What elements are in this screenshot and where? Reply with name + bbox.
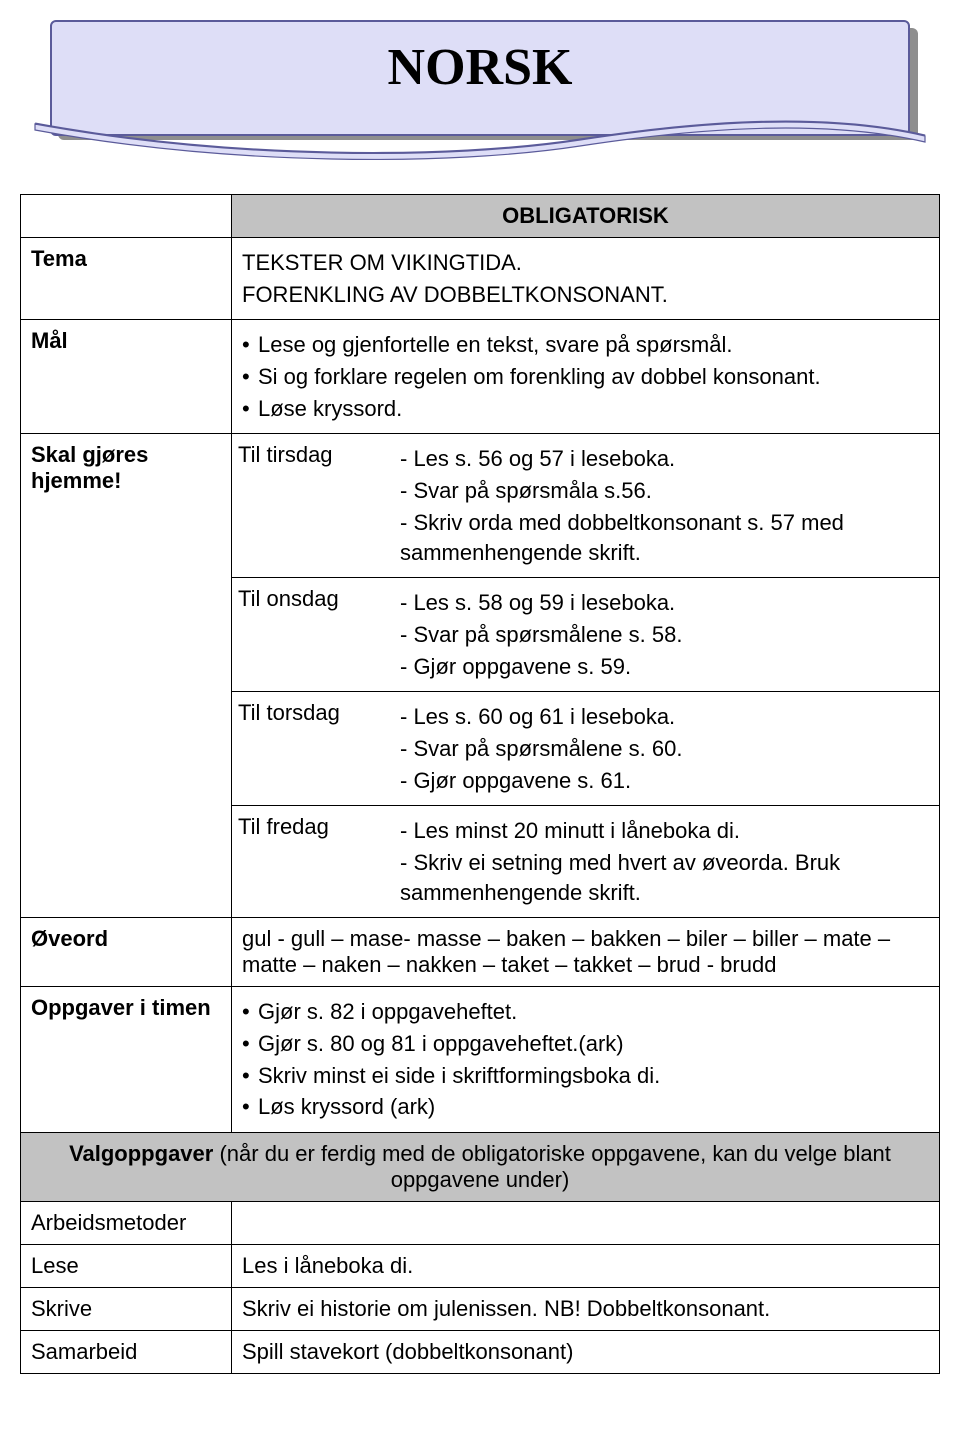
hjemme-tasks: - Les minst 20 minutt i låneboka di. - S… <box>394 806 939 918</box>
plan-table: OBLIGATORISK Tema TEKSTER OM VIKINGTIDA.… <box>20 194 940 1374</box>
valg-text: (når du er ferdig med de obligatoriske o… <box>219 1141 890 1192</box>
hjemme-day: Til fredag <box>232 806 394 918</box>
cell-tema: TEKSTER OM VIKINGTIDA. FORENKLING AV DOB… <box>232 238 940 320</box>
hjemme-row: Til tirsdag - Les s. 56 og 57 i leseboka… <box>232 434 939 577</box>
tema-line: FORENKLING AV DOBBELTKONSONANT. <box>242 280 929 310</box>
page-root: NORSK OBLIGATORISK Tema TEKSTER OM VIKIN… <box>0 0 960 1394</box>
hjemme-line: - Svar på spørsmålene s. 58. <box>400 620 933 650</box>
row-samarbeid: Samarbeid Spill stavekort (dobbeltkonson… <box>21 1331 940 1374</box>
hjemme-row: Til fredag - Les minst 20 minutt i låneb… <box>232 806 939 918</box>
cell-oblig-header: OBLIGATORISK <box>232 195 940 238</box>
valg-label: Valgoppgaver <box>69 1141 213 1166</box>
hjemme-line: - Skriv ei setning med hvert av øveorda.… <box>400 848 933 907</box>
row-hjemme: Skal gjøres hjemme! Til tirsdag - Les s.… <box>21 434 940 918</box>
label-oveord: Øveord <box>21 918 232 987</box>
row-arbeidsmetoder: Arbeidsmetoder <box>21 1202 940 1245</box>
label-skrive: Skrive <box>21 1288 232 1331</box>
hjemme-day: Til torsdag <box>232 692 394 806</box>
hjemme-tasks: - Les s. 58 og 59 i leseboka. - Svar på … <box>394 578 939 692</box>
cell-oveord: gul - gull – mase- masse – baken – bakke… <box>232 918 940 987</box>
cell-maal: Lese og gjenfortelle en tekst, svare på … <box>232 320 940 434</box>
page-banner: NORSK <box>20 20 940 170</box>
row-oppgaver-timen: Oppgaver i timen Gjør s. 82 i oppgavehef… <box>21 987 940 1133</box>
hjemme-tasks: - Les s. 56 og 57 i leseboka. - Svar på … <box>394 434 939 577</box>
tema-line: TEKSTER OM VIKINGTIDA. <box>242 248 929 278</box>
cell-skrive: Skriv ei historie om julenissen. NB! Dob… <box>232 1288 940 1331</box>
cell-oppgaver-timen: Gjør s. 82 i oppgaveheftet. Gjør s. 80 o… <box>232 987 940 1133</box>
hjemme-row: Til onsdag - Les s. 58 og 59 i leseboka.… <box>232 578 939 692</box>
maal-item: Lese og gjenfortelle en tekst, svare på … <box>242 330 929 360</box>
hjemme-line: - Les s. 56 og 57 i leseboka. <box>400 444 933 474</box>
oppg-item: Gjør s. 80 og 81 i oppgaveheftet.(ark) <box>242 1029 929 1059</box>
hjemme-line: - Les s. 58 og 59 i leseboka. <box>400 588 933 618</box>
label-samarbeid: Samarbeid <box>21 1331 232 1374</box>
cell-valg-header: Valgoppgaver (når du er ferdig med de ob… <box>21 1133 940 1202</box>
label-arbeidsmetoder: Arbeidsmetoder <box>21 1202 232 1245</box>
oppg-item: Løs kryssord (ark) <box>242 1092 929 1122</box>
hjemme-day: Til tirsdag <box>232 434 394 577</box>
hjemme-day: Til onsdag <box>232 578 394 692</box>
row-oveord: Øveord gul - gull – mase- masse – baken … <box>21 918 940 987</box>
cell-arbeidsmetoder <box>232 1202 940 1245</box>
hjemme-line: - Gjør oppgavene s. 61. <box>400 766 933 796</box>
hjemme-row: Til torsdag - Les s. 60 og 61 i leseboka… <box>232 692 939 806</box>
oppg-item: Skriv minst ei side i skriftformingsboka… <box>242 1061 929 1091</box>
label-hjemme: Skal gjøres hjemme! <box>21 434 232 918</box>
oppg-item: Gjør s. 82 i oppgaveheftet. <box>242 997 929 1027</box>
hjemme-line: - Svar på spørsmålene s. 60. <box>400 734 933 764</box>
hjemme-line: - Les minst 20 minutt i låneboka di. <box>400 816 933 846</box>
hjemme-line: - Les s. 60 og 61 i leseboka. <box>400 702 933 732</box>
label-maal: Mål <box>21 320 232 434</box>
hjemme-line: - Svar på spørsmåla s.56. <box>400 476 933 506</box>
label-lese: Lese <box>21 1245 232 1288</box>
label-tema: Tema <box>21 238 232 320</box>
banner-swoosh-icon <box>30 112 930 162</box>
row-skrive: Skrive Skriv ei historie om julenissen. … <box>21 1288 940 1331</box>
hjemme-line: - Skriv orda med dobbeltkonsonant s. 57 … <box>400 508 933 567</box>
cell-hjemme: Til tirsdag - Les s. 56 og 57 i leseboka… <box>232 434 940 918</box>
row-tema: Tema TEKSTER OM VIKINGTIDA. FORENKLING A… <box>21 238 940 320</box>
page-title: NORSK <box>20 38 940 97</box>
cell-empty <box>21 195 232 238</box>
maal-item: Løse kryssord. <box>242 394 929 424</box>
hjemme-tasks: - Les s. 60 og 61 i leseboka. - Svar på … <box>394 692 939 806</box>
maal-item: Si og forklare regelen om forenkling av … <box>242 362 929 392</box>
cell-samarbeid: Spill stavekort (dobbeltkonsonant) <box>232 1331 940 1374</box>
row-valg-header: Valgoppgaver (når du er ferdig med de ob… <box>21 1133 940 1202</box>
hjemme-inner-table: Til tirsdag - Les s. 56 og 57 i leseboka… <box>232 434 939 917</box>
row-maal: Mål Lese og gjenfortelle en tekst, svare… <box>21 320 940 434</box>
hjemme-line: - Gjør oppgavene s. 59. <box>400 652 933 682</box>
row-lese: Lese Les i låneboka di. <box>21 1245 940 1288</box>
row-oblig-header: OBLIGATORISK <box>21 195 940 238</box>
label-oppgaver-timen: Oppgaver i timen <box>21 987 232 1133</box>
cell-lese: Les i låneboka di. <box>232 1245 940 1288</box>
